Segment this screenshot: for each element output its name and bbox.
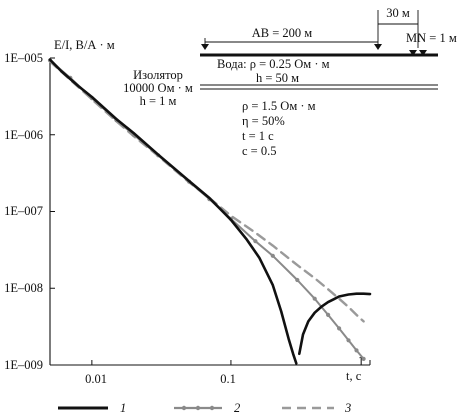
insulator-annotation: Изолятор 10000 Ом · м h = 1 м <box>123 68 193 108</box>
series-2-point <box>354 348 359 353</box>
insulator-title: Изолятор <box>133 68 183 82</box>
series-2-point <box>295 277 300 283</box>
legend-label-3: 3 <box>344 401 351 415</box>
series-2-point <box>326 312 331 317</box>
y-tick-label: 1E–009 <box>4 358 43 372</box>
param-t: t = 1 с <box>242 129 274 143</box>
series-1-line-seg2 <box>297 292 372 356</box>
legend-marker-2a <box>181 405 187 411</box>
series-2-point <box>253 239 258 244</box>
series-2-point <box>337 326 342 331</box>
m-electrode-marker <box>409 50 417 56</box>
series-1-line-seg1 <box>48 58 298 365</box>
dist30-label: 30 м <box>386 6 410 20</box>
y-tick-label: 1E–008 <box>4 281 43 295</box>
x-axis-title: t, с <box>346 369 362 383</box>
param-c: c = 0.5 <box>242 144 276 158</box>
y-tick-label: 1E–006 <box>4 128 43 142</box>
legend-label-1: 1 <box>120 401 126 415</box>
ab-left-arrow <box>201 44 209 50</box>
y-tick-label: 1E–005 <box>4 51 43 65</box>
water-rho-label: Вода: ρ = 0.25 Ом · м <box>217 57 330 71</box>
legend-label-2: 2 <box>234 401 240 415</box>
x-tick-labels: 0.01 0.1 1 <box>85 354 364 386</box>
param-rho: ρ = 1.5 Ом · м <box>242 99 316 113</box>
legend-marker-2b <box>195 405 201 411</box>
insulator-rho: 10000 Ом · м <box>123 81 193 95</box>
model-parameters: ρ = 1.5 Ом · м η = 50% t = 1 с c = 0.5 <box>242 99 316 158</box>
y-tick-label: 1E–007 <box>4 204 43 218</box>
series-2-point <box>270 253 275 258</box>
legend: 1 2 3 <box>58 401 351 415</box>
series-layer <box>47 58 372 365</box>
ab-right-arrow <box>374 44 382 50</box>
ab-label: AB = 200 м <box>252 26 313 40</box>
insulator-depth: h = 1 м <box>140 94 177 108</box>
x-tick-label: 0.01 <box>85 372 107 386</box>
water-depth-label: h = 50 м <box>256 71 299 85</box>
mn-label: MN = 1 м <box>406 31 457 45</box>
x-tick-label: 0.1 <box>220 372 236 386</box>
plot-area <box>49 57 371 366</box>
series-2-point <box>361 356 366 361</box>
survey-schematic: AB = 200 м 30 м MN = 1 м Вода: ρ = 0.25 … <box>200 6 457 90</box>
series-2-point <box>312 296 317 301</box>
tick-marks <box>50 57 371 366</box>
n-electrode-marker <box>419 50 427 56</box>
series-2-point <box>346 338 351 343</box>
param-eta: η = 50% <box>242 114 285 128</box>
x-tick-label: 1 <box>358 354 364 368</box>
y-tick-labels: 1E–005 1E–006 1E–007 1E–008 1E–009 <box>4 51 43 372</box>
y-axis-title: E/I, В/А · м <box>54 38 115 52</box>
legend-marker-2c <box>209 405 215 411</box>
